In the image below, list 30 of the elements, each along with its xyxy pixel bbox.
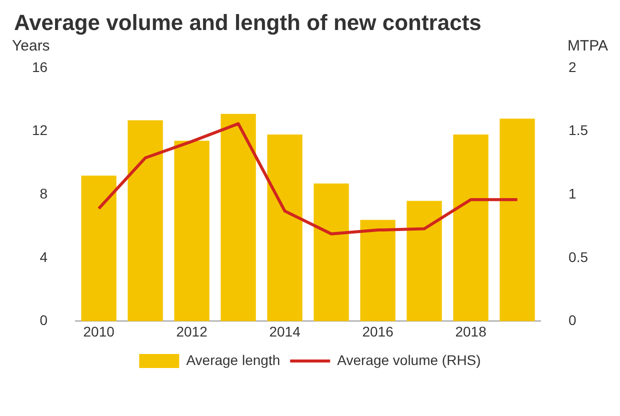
- bar: [500, 118, 535, 322]
- y-tick-label: 16: [32, 58, 48, 75]
- legend-label: Average volume (RHS): [337, 352, 481, 368]
- x-tick-label: 2018: [455, 323, 487, 340]
- y-tick-label: 8: [40, 185, 48, 202]
- bar: [453, 134, 488, 322]
- y2-tick-label: 0: [568, 312, 577, 328]
- y2-tick-label: 1: [568, 185, 577, 202]
- y2-axis-title: MTPA: [567, 38, 608, 55]
- bar: [267, 134, 302, 322]
- y2-tick-label: 2: [568, 58, 577, 75]
- bar: [406, 200, 442, 322]
- bar: [220, 114, 256, 322]
- y-tick-label: 4: [40, 248, 48, 265]
- bar: [314, 184, 349, 322]
- x-tick-label: 2014: [269, 323, 301, 340]
- x-tick-label: 2012: [176, 323, 208, 340]
- bar: [360, 220, 396, 322]
- y-axis-title: Years: [12, 38, 50, 55]
- y2-tick-label: 1.5: [568, 122, 588, 138]
- y-tick-label: 12: [32, 122, 48, 138]
- x-tick-label: 2016: [362, 323, 394, 340]
- y2-tick-label: 0.5: [568, 248, 588, 265]
- y-tick-label: 0: [40, 312, 48, 328]
- legend-label: Average length: [186, 352, 280, 368]
- bar: [174, 140, 210, 322]
- bar: [81, 176, 116, 322]
- x-tick-label: 2010: [83, 323, 115, 340]
- bar: [128, 120, 163, 322]
- chart-title: Average volume and length of new contracts: [13, 9, 482, 37]
